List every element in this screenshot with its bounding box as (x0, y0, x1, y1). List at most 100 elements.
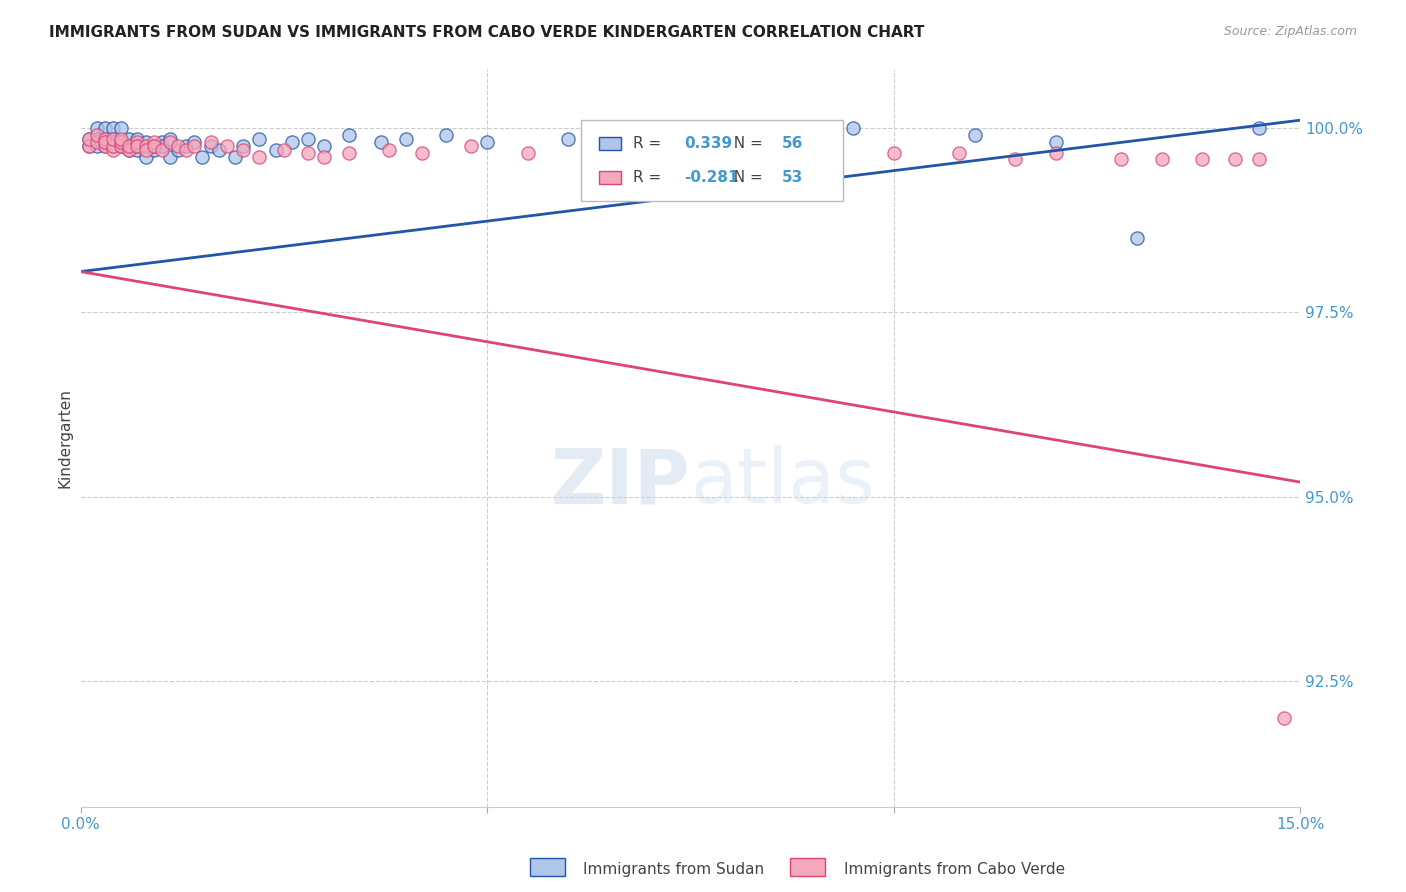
Point (86, 139, 108, 153)
Text: R =: R = (633, 170, 666, 186)
Point (77, 139, 100, 153)
Y-axis label: Kindergarten: Kindergarten (58, 388, 72, 488)
Point (94, 131, 117, 145)
Point (337, 128, 360, 142)
Point (127, 131, 149, 145)
Point (174, 139, 197, 153)
Point (1109, 152, 1132, 166)
Point (86, 128, 108, 142)
Point (94, 139, 117, 153)
Point (963, 128, 986, 142)
Point (297, 131, 319, 145)
Point (167, 143, 190, 157)
Text: Source: ZipAtlas.com: Source: ZipAtlas.com (1223, 25, 1357, 38)
Point (247, 150, 270, 164)
Point (183, 139, 205, 153)
Point (1126, 231, 1149, 245)
Point (167, 139, 190, 153)
Point (1004, 152, 1026, 166)
Point (215, 139, 238, 153)
Text: N =: N = (724, 170, 768, 186)
Point (110, 120, 132, 135)
Text: 0.339: 0.339 (685, 136, 733, 152)
Point (247, 131, 270, 145)
Point (191, 150, 214, 164)
Text: ZIP: ZIP (551, 445, 690, 519)
Point (475, 136, 498, 150)
Point (101, 131, 124, 145)
Point (264, 143, 287, 157)
Point (150, 136, 173, 150)
Point (127, 143, 149, 157)
Point (77, 131, 100, 145)
Point (1150, 152, 1173, 166)
Point (281, 136, 304, 150)
Point (200, 139, 222, 153)
Text: -0.281: -0.281 (685, 170, 738, 186)
Point (516, 146, 538, 161)
Point (1223, 152, 1246, 166)
Point (1045, 136, 1067, 150)
Point (883, 146, 905, 161)
Point (232, 139, 254, 153)
Point (118, 131, 141, 145)
Point (582, 146, 605, 161)
Point (842, 120, 865, 135)
Point (159, 131, 181, 145)
FancyBboxPatch shape (581, 120, 842, 202)
Point (1191, 152, 1213, 166)
Point (110, 136, 132, 150)
Point (273, 143, 295, 157)
Point (557, 131, 579, 145)
Point (1249, 120, 1271, 135)
Point (761, 146, 783, 161)
Point (135, 139, 157, 153)
Point (110, 131, 132, 145)
Text: IMMIGRANTS FROM SUDAN VS IMMIGRANTS FROM CABO VERDE KINDERGARTEN CORRELATION CHA: IMMIGRANTS FROM SUDAN VS IMMIGRANTS FROM… (49, 25, 925, 40)
Point (395, 131, 418, 145)
Point (801, 146, 824, 161)
Point (142, 136, 165, 150)
Point (200, 136, 222, 150)
Point (94, 136, 117, 150)
Point (110, 136, 132, 150)
Point (1272, 711, 1295, 725)
Point (135, 150, 157, 164)
Point (224, 150, 246, 164)
Point (94, 120, 117, 135)
Point (208, 143, 231, 157)
Point (101, 136, 124, 150)
Point (118, 143, 141, 157)
Point (638, 128, 661, 142)
Point (297, 146, 319, 161)
Point (135, 143, 157, 157)
Point (94, 136, 117, 150)
Point (142, 139, 165, 153)
Point (142, 143, 165, 157)
Point (101, 120, 124, 135)
Point (434, 128, 457, 142)
Text: 53: 53 (782, 170, 803, 186)
Point (1045, 146, 1067, 161)
Text: Immigrants from Cabo Verde: Immigrants from Cabo Verde (844, 863, 1064, 877)
Point (142, 139, 165, 153)
Point (86, 131, 108, 145)
Point (101, 139, 124, 153)
Point (127, 139, 149, 153)
Point (159, 136, 181, 150)
Point (159, 150, 181, 164)
Point (337, 146, 360, 161)
Point (150, 139, 173, 153)
Text: 56: 56 (782, 136, 803, 152)
Point (460, 139, 482, 153)
Text: atlas: atlas (690, 445, 875, 519)
Point (94, 139, 117, 153)
Text: Immigrants from Sudan: Immigrants from Sudan (583, 863, 765, 877)
Point (135, 136, 157, 150)
Point (1249, 152, 1271, 166)
Point (232, 143, 254, 157)
FancyBboxPatch shape (599, 171, 621, 185)
Point (378, 143, 401, 157)
Point (101, 143, 124, 157)
Point (314, 139, 336, 153)
